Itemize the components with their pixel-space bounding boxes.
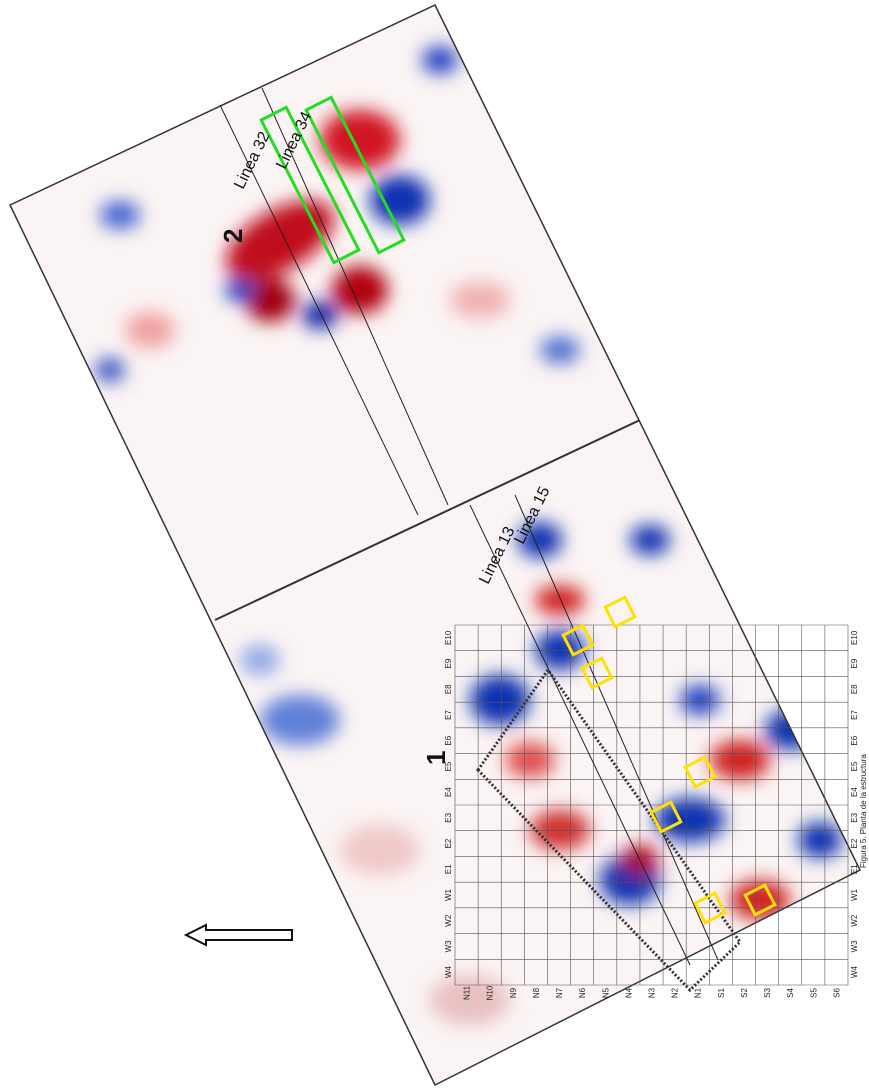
grid-column-label: S1 [717, 988, 726, 998]
grid-row-label: E4 [444, 787, 453, 797]
north-arrow [183, 923, 293, 947]
grid-column-label: N8 [532, 987, 541, 998]
grid-column-label: N6 [578, 987, 587, 998]
grid-row-label: E10 [850, 630, 859, 645]
grid-row-label: E1 [444, 864, 453, 874]
grid-row-label: E7 [444, 710, 453, 720]
grid-row-label: E5 [444, 761, 453, 771]
profile-lines [219, 87, 719, 966]
grid-row-label: E6 [444, 735, 453, 745]
structure-outline [476, 667, 742, 993]
caption: Figura 5. Planta de la estructura [859, 754, 868, 868]
grid-row-label: E6 [850, 735, 859, 745]
grid-row-label: E8 [444, 684, 453, 694]
grid-row-label: W1 [850, 888, 859, 901]
grid-column-label: S4 [786, 988, 795, 998]
grid-row-label: E9 [444, 658, 453, 668]
grid-column-label: S6 [832, 988, 841, 998]
grid-row-label: W4 [850, 966, 859, 979]
grid-column-label: S5 [809, 988, 818, 998]
frame [8, 4, 862, 1087]
grid-column-label: N3 [648, 987, 657, 998]
grid-row-label: E10 [444, 630, 453, 645]
grid-column-label: N4 [624, 987, 633, 998]
grid-row-label: W3 [850, 940, 859, 953]
grid-column-label: N7 [555, 987, 564, 998]
grid-row-label: E2 [444, 838, 453, 848]
grid-column-label: N9 [509, 987, 518, 998]
area-label: 1 [421, 751, 451, 765]
grid-row-label: W4 [444, 966, 453, 979]
grid-overlay [454, 624, 849, 986]
grid-row-label: W3 [444, 940, 453, 953]
grid-column-label: N10 [486, 985, 495, 1000]
grid-row-label: W2 [444, 914, 453, 927]
grid-row-label: E3 [850, 812, 859, 822]
grid-row-label: E5 [850, 761, 859, 771]
anomalies [95, 46, 842, 1025]
grid-row-label: E8 [850, 684, 859, 694]
grid-column-label: S2 [740, 988, 749, 998]
grid-row-label: E4 [850, 787, 859, 797]
grid-row-label: W2 [850, 914, 859, 927]
grid-column-label: N2 [671, 987, 680, 998]
grid-column-label: N11 [463, 985, 472, 1000]
grid-column-label: S3 [763, 988, 772, 998]
grid-row-label: W1 [444, 888, 453, 901]
grid-column-label: N5 [601, 987, 610, 998]
yellow-boxes [561, 595, 777, 925]
grid-row-label: E3 [444, 812, 453, 822]
grid-row-label: E9 [850, 658, 859, 668]
grid-row-label: E2 [850, 838, 859, 848]
grid-row-label: E7 [850, 710, 859, 720]
grid-row-label: E1 [850, 864, 859, 874]
area-label: 2 [218, 229, 248, 243]
grid-column-label: N1 [694, 987, 703, 998]
green-boxes [259, 95, 406, 265]
